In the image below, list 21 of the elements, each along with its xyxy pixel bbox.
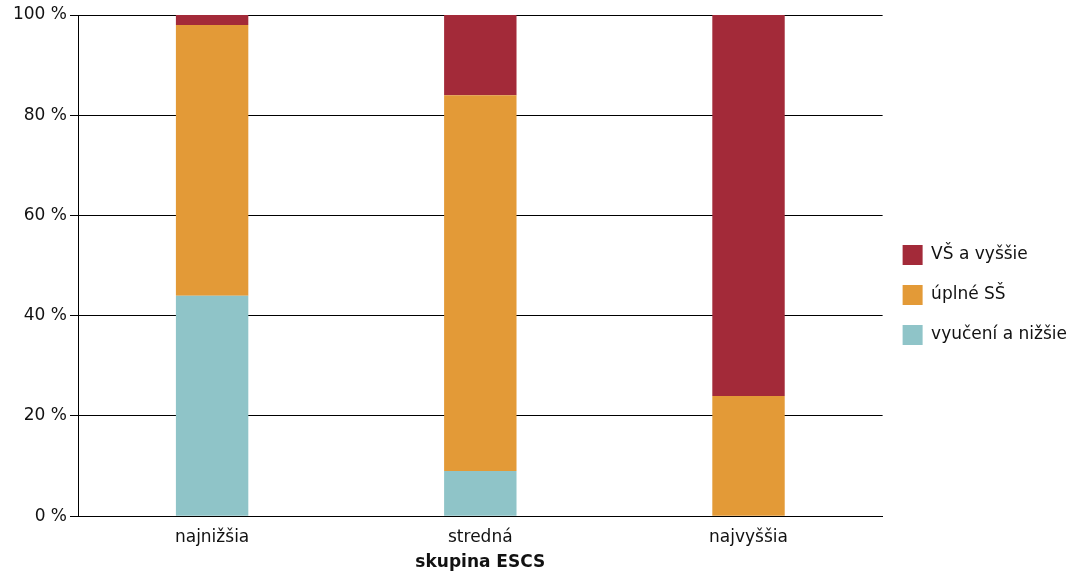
x-tick-label: najnižšia: [174, 525, 250, 546]
legend-label: VŠ a vyššie: [931, 242, 1028, 264]
bar: [444, 15, 517, 96]
x-axis-title: skupina ESCS: [415, 551, 546, 572]
bar: [175, 295, 249, 516]
legend-label: úplné SŠ: [931, 282, 1006, 304]
y-tick-label: 80 %: [23, 103, 67, 124]
bar: [712, 395, 785, 516]
bar: [175, 25, 249, 296]
x-tick-label: stredná: [448, 525, 513, 546]
x-tick-label: najvyššia: [709, 525, 788, 546]
bar: [444, 95, 517, 472]
bar: [712, 15, 785, 396]
y-tick-label: 100 %: [12, 3, 67, 24]
bar: [444, 471, 517, 516]
legend-label: vyučení a nižšie: [931, 323, 1068, 344]
bar: [175, 15, 249, 26]
y-tick-label: 20 %: [23, 404, 67, 425]
y-tick-label: 0 %: [34, 504, 67, 525]
y-tick-label: 40 %: [23, 304, 67, 325]
y-tick-label: 60 %: [23, 203, 67, 224]
